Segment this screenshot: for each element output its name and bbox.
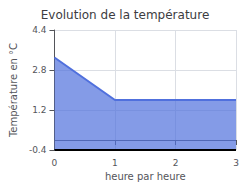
svg-text:2: 2 (173, 158, 179, 168)
svg-text:-0.4: -0.4 (29, 145, 47, 155)
svg-text:3: 3 (233, 158, 239, 168)
svg-text:4.4: 4.4 (32, 25, 47, 35)
svg-text:1.2: 1.2 (32, 105, 46, 115)
svg-text:2.8: 2.8 (32, 65, 47, 75)
svg-text:Température en °C: Température en °C (8, 43, 19, 138)
svg-text:heure par heure: heure par heure (105, 171, 186, 182)
svg-text:0: 0 (52, 158, 58, 168)
svg-text:1: 1 (112, 158, 118, 168)
svg-text:Evolution de la température: Evolution de la température (41, 8, 210, 22)
